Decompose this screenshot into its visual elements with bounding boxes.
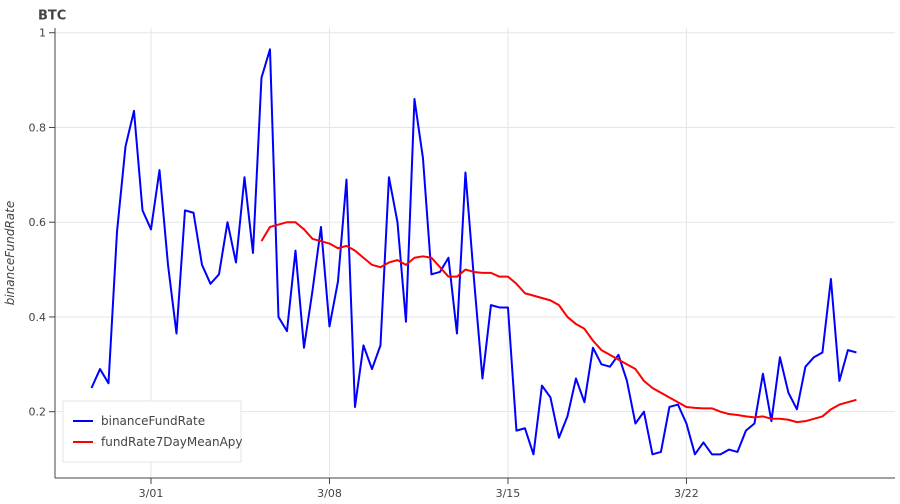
x-tick-label: 3/08 (317, 487, 342, 500)
y-tick-label: 0.6 (29, 216, 47, 229)
series-line (90, 48, 857, 456)
y-tick-label: 0.4 (29, 311, 47, 324)
legend-label: fundRate7DayMeanApy (101, 435, 243, 449)
y-axis-label: binanceFundRate (3, 201, 17, 306)
x-tick-label: 3/01 (139, 487, 164, 500)
y-tick-label: 0.2 (29, 406, 47, 419)
chart-title: BTC (38, 9, 66, 24)
x-tick-label: 3/22 (674, 487, 699, 500)
y-tick-label: 0.8 (29, 121, 47, 134)
series-line (260, 221, 857, 424)
y-tick-label: 1 (39, 27, 46, 40)
legend-box (62, 400, 242, 463)
legend-label: binanceFundRate (101, 414, 205, 428)
x-tick-label: 3/15 (496, 487, 521, 500)
